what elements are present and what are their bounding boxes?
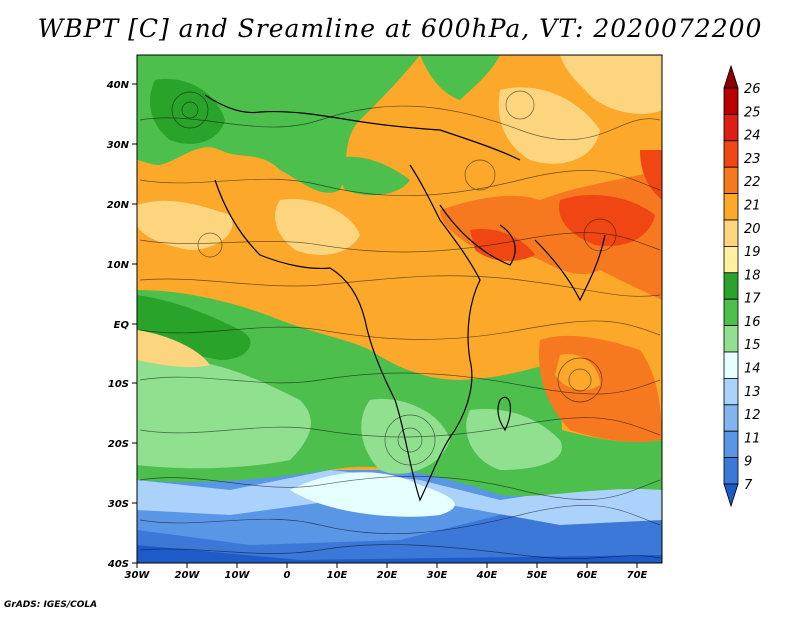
colorbar-label: 24: [744, 129, 761, 144]
colorbar-swatch: [723, 219, 739, 247]
colorbar-label: 25: [744, 105, 761, 120]
lon-label: 70E: [627, 570, 648, 581]
colorbar-label: 7: [744, 478, 753, 493]
colorbar-bottom-arrow: [723, 483, 739, 508]
longitude-labels: 30W 20W 10W 0 10E 20E 30E 40E 50E 60E 70…: [125, 570, 648, 581]
colorbar-swatch: [723, 404, 739, 432]
colorbar-label: 15: [744, 338, 761, 353]
colorbar-label: 14: [744, 362, 761, 377]
lat-label: EQ: [114, 320, 130, 331]
colorbar: 26 25 24 23 22 21 20 19 18 17 16 15 14 13 12 11 9 7: [723, 64, 761, 508]
lon-label: 10W: [225, 570, 251, 581]
lat-label: 20N: [107, 200, 130, 211]
colorbar-label: 11: [744, 431, 761, 446]
lat-label: 20S: [108, 439, 129, 450]
colorbar-swatch: [723, 298, 739, 327]
colorbar-swatch: [723, 351, 739, 379]
colorbar-label: 12: [744, 408, 761, 423]
grads-credit: GrADS: IGES/COLA: [4, 600, 98, 610]
temperature-field: [137, 55, 662, 563]
colorbar-top-arrow: [723, 64, 739, 89]
colorbar-swatch: [723, 377, 739, 406]
colorbar-label: 21: [744, 198, 761, 213]
axis-ticks: [132, 83, 638, 568]
lon-label: 30E: [427, 570, 448, 581]
lon-label: 20W: [175, 570, 201, 581]
colorbar-swatch: [723, 245, 739, 274]
lon-label: 60E: [577, 570, 598, 581]
coastlines: [204, 94, 606, 502]
lat-label: 30N: [107, 140, 130, 151]
colorbar-swatch: [723, 140, 739, 168]
colorbar-label: 19: [744, 245, 761, 260]
lon-label: 40E: [476, 570, 498, 581]
lat-label: 40N: [106, 80, 130, 91]
colorbar-swatch: [723, 166, 739, 194]
lon-label: 10E: [327, 570, 348, 581]
lat-label: 30S: [108, 499, 129, 510]
colorbar-swatch: [723, 114, 739, 142]
lon-label: 20E: [377, 570, 398, 581]
latitude-labels: 40N 30N 20N 10N EQ 10S 20S 30S 40S: [106, 80, 130, 570]
colorbar-label: 9: [744, 455, 752, 470]
colorbar-label: 20: [744, 222, 761, 237]
colorbar-swatch: [723, 457, 739, 485]
streamlines: [139, 90, 661, 559]
colorbar-label: 26: [744, 82, 761, 97]
colorbar-label: 13: [744, 385, 761, 400]
colorbar-label: 17: [744, 292, 761, 307]
colorbar-label: 22: [744, 175, 761, 190]
colorbar-swatch: [723, 272, 739, 300]
lat-label: 10S: [108, 379, 129, 390]
lat-label: 10N: [107, 260, 130, 271]
map-title: WBPT [C] and Sreamline at 600hPa, VT: 20…: [37, 14, 763, 43]
colorbar-swatch: [723, 325, 739, 353]
colorbar-swatch: [723, 430, 739, 459]
lon-label: 50E: [527, 570, 548, 581]
colorbar-label: 23: [744, 152, 761, 167]
lat-label: 40S: [107, 559, 129, 570]
lon-label: 0: [284, 570, 291, 581]
colorbar-swatch: [723, 193, 739, 221]
colorbar-label: 16: [744, 315, 761, 330]
lon-label: 30W: [125, 570, 151, 581]
colorbar-label: 18: [744, 268, 761, 283]
colorbar-swatch: [723, 87, 739, 115]
map-frame: [136, 54, 663, 564]
